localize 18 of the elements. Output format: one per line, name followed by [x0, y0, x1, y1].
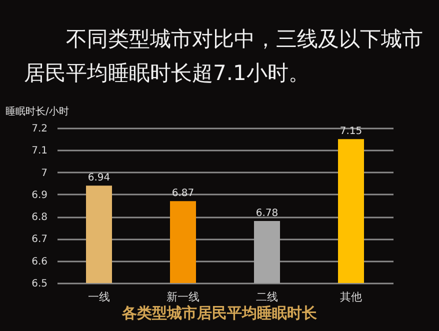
- chart-title: 不同类型城市对比中，三线及以下城市居民平均睡眠时长超7.1小时。: [24, 26, 424, 87]
- y-tick-label: 6.6: [32, 256, 48, 268]
- y-tick-label: 6.8: [32, 212, 48, 224]
- x-tick-label: 新一线: [166, 290, 200, 304]
- y-tick-label: 7.1: [32, 146, 48, 157]
- data-label: 7.15: [340, 126, 362, 138]
- y-tick-label: 7: [41, 168, 48, 179]
- text: 各类型城市居民平均睡眠时长: [121, 304, 318, 323]
- y-tick-label: 7.2: [32, 124, 48, 134]
- x-tick-label: 一线: [88, 290, 110, 304]
- y-tick-label: 6.7: [32, 234, 48, 246]
- y-tick-label: 6.5: [32, 278, 48, 290]
- y-axis-title: 睡眠时长/小时: [6, 106, 69, 118]
- data-label: 6.78: [256, 208, 278, 219]
- x-tick-label: 二线: [256, 290, 278, 304]
- x-tick-label: 其他: [340, 290, 362, 304]
- y-tick-label: 6.9: [32, 190, 48, 201]
- data-label: 6.94: [88, 172, 110, 184]
